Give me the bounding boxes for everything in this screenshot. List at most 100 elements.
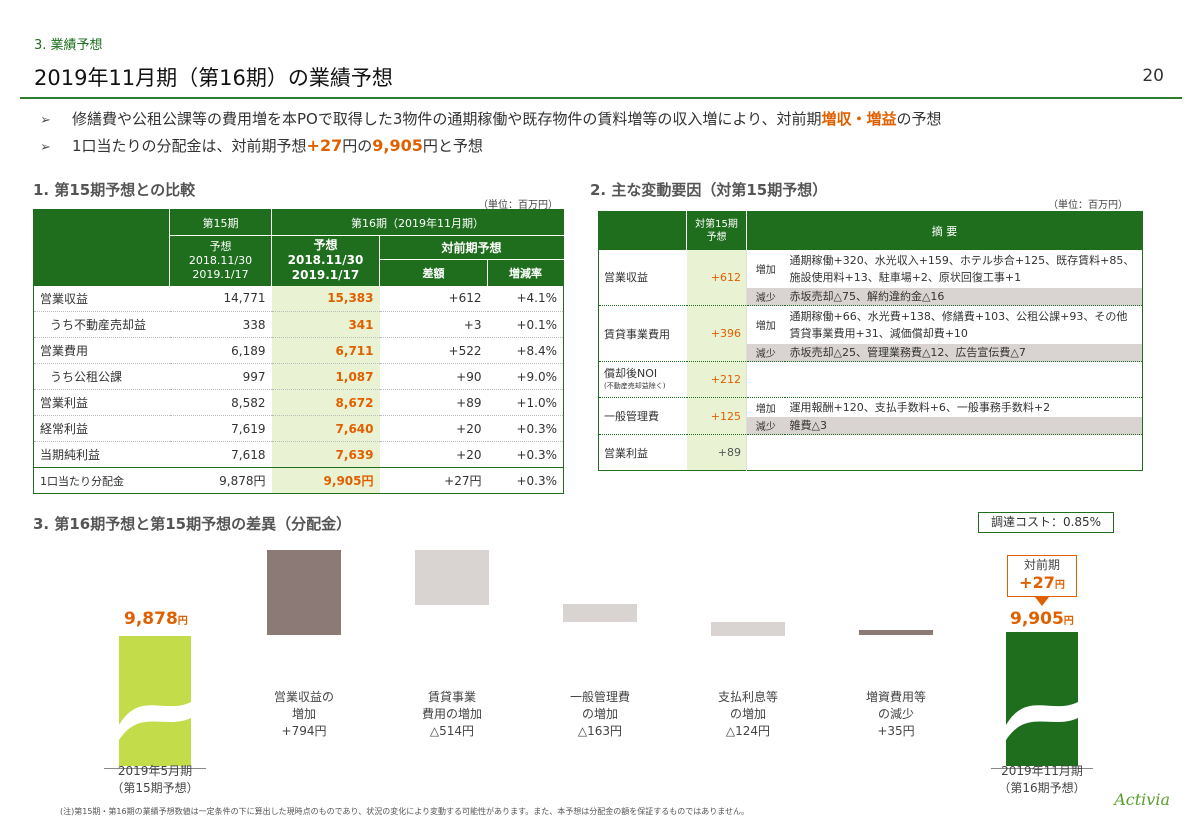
cell-p16: 15,383 [271, 285, 380, 312]
empty-text [784, 361, 1143, 398]
dpu-waterfall-chart [119, 550, 1078, 766]
decrease-tag: 減少 [746, 287, 785, 306]
step-label-line: の増加 [729, 707, 766, 721]
corner-cell [33, 209, 170, 286]
bullet-text: 円と予想 [422, 137, 483, 155]
table-row: 当期純利益 7,618 7,639 +20 +0.3% [33, 441, 564, 468]
table-row: 経常利益 7,619 7,640 +20 +0.3% [33, 415, 564, 442]
decrease-tag: 減少 [746, 343, 785, 362]
factor-subrow: 減少 雑費△3 [599, 416, 1143, 435]
cell-p15: 14,771 [169, 285, 272, 312]
row-label: 営業収益 [33, 285, 170, 312]
cell-p16: 6,711 [271, 337, 380, 364]
table-row: 営業利益 8,582 8,672 +89 +1.0% [33, 389, 564, 416]
callout-number: +27 [1019, 573, 1055, 592]
row-value: +89 [686, 434, 747, 471]
arrow-icon: ➢ [40, 140, 51, 155]
step-label-line: 支払利息等 [717, 690, 778, 704]
row-value: +212 [686, 361, 747, 398]
empty-tag [746, 434, 785, 471]
forecast-date: 2018.11/30 [188, 253, 253, 267]
cell-diff: +90 [379, 363, 488, 390]
factor-row: 賃貸事業費用 +396 増加 通期稼働+66、水光費+138、修繕費+103、公… [598, 305, 1143, 362]
row-value: +125 [686, 397, 747, 435]
section-label: 3. 業績予想 [34, 38, 103, 53]
cell-rate: +4.1% [487, 285, 564, 312]
row-label: 営業費用 [33, 337, 170, 364]
row-label: うち不動産売却益 [33, 311, 170, 338]
cell-rate: +8.4% [487, 337, 564, 364]
rate-head: 増減率 [487, 259, 564, 286]
increase-tag: 増加 [746, 249, 785, 288]
cell-p15: 7,618 [169, 441, 272, 468]
start-value-unit: 円 [177, 616, 188, 627]
row-label: 営業収益 [598, 249, 687, 306]
step-label-line: 一般管理費 [569, 690, 630, 704]
period-line: 2019年5月期 [117, 764, 193, 778]
cell-diff: +20 [379, 441, 488, 468]
forecast-date: 2018.11/30 [287, 253, 364, 268]
step-label-offering-cost: 増資費用等 の減少 +35円 [846, 689, 946, 740]
step-label-revenue: 営業収益の 増加 +794円 [254, 689, 354, 740]
decrease-text: 赤坂売却△25、管理業務費△12、広告宣伝費△7 [784, 343, 1143, 362]
bullet-1: ➢ 修繕費や公租公課等の費用増を本POで取得した3物件の通期稼働や既存物件の賃料増… [40, 108, 942, 129]
forecast-label: 予想 [209, 239, 232, 253]
table-row: うち公租公課 997 1,087 +90 +9.0% [33, 363, 564, 390]
arrow-icon: ➢ [40, 113, 51, 128]
callout-unit: 円 [1054, 580, 1065, 591]
row-label: うち公租公課 [33, 363, 170, 390]
start-bar [119, 636, 191, 766]
step-label-line: 営業収益の [273, 690, 334, 704]
row-label: 償却後NOI (不動産売却益除く) [598, 361, 687, 398]
section1-unit: （単位：百万円） [478, 200, 558, 211]
row-label: 営業利益 [604, 446, 648, 460]
page-number: 20 [1142, 66, 1164, 86]
factors-table: 対第15期予想 摘 要 営業収益 +612 増加 通期稼働+320、水光収入+1… [598, 211, 1143, 471]
cell-p16: 7,639 [271, 441, 380, 468]
row-label: 一般管理費 [598, 397, 687, 435]
step-bar-revenue [267, 550, 341, 635]
corner-cell [598, 211, 687, 250]
bullet-emphasis: +27 [306, 136, 343, 155]
cell-p16: 341 [271, 311, 380, 338]
cell-rate: +9.0% [487, 363, 564, 390]
factor-subrow: 減少 赤坂売却△25、管理業務費△12、広告宣伝費△7 [599, 343, 1143, 362]
step-label-line: 増加 [291, 707, 316, 721]
end-value-number: 9,905 [1010, 609, 1064, 629]
col-summary: 摘 要 [746, 211, 1143, 250]
step-label-line: の増加 [581, 707, 618, 721]
increase-tag: 増加 [746, 397, 785, 417]
row-label: 経常利益 [33, 415, 170, 442]
cell-diff: +27円 [379, 467, 488, 494]
forecast-label: 予想 [313, 238, 338, 253]
activia-logo: Activia [1114, 790, 1170, 809]
cell-rate: +0.3% [487, 441, 564, 468]
p15-forecast-head: 予想 2018.11/30 2019.1/17 [169, 235, 272, 286]
section2-title: 2. 主な変動要因（対第15期予想） [590, 181, 828, 199]
row-label: 営業利益 [33, 389, 170, 416]
bullet-text: 円の [342, 137, 373, 155]
cell-diff: +20 [379, 415, 488, 442]
row-label: 賃貸事業費用 [598, 305, 687, 362]
section2-unit: （単位：百万円） [1048, 200, 1128, 211]
step-label-interest: 支払利息等 の増加 △124円 [698, 689, 798, 740]
bullet-text: 修繕費や公租公課等の費用増を本POで取得した3物件の通期稼働や既存物件の賃料増等… [72, 110, 822, 128]
step-value: +35円 [877, 724, 915, 738]
start-baseline [104, 768, 206, 769]
start-period-label: 2019年5月期 （第15期予想） [95, 763, 215, 797]
increase-text: 通期稼働+320、水光収入+159、ホテル歩合+125、既存賃料+85、施設使用… [789, 253, 1135, 284]
step-value: △163円 [577, 724, 623, 738]
decrease-text: 赤坂売却△75、解約違約金△16 [784, 287, 1143, 306]
forecast-date: 2019.1/17 [291, 268, 360, 283]
step-label-line: の減少 [877, 707, 914, 721]
step-label-line: 費用の増加 [421, 707, 482, 721]
funding-cost-badge: 調達コスト：0.85% [978, 512, 1114, 533]
increase-tag: 増加 [746, 305, 785, 344]
vs-head: 対前期予想 [379, 235, 564, 260]
forecast-date: 2019.1/17 [192, 267, 249, 281]
decrease-text: 雑費△3 [784, 416, 1143, 435]
row-value: +612 [686, 249, 747, 306]
period-line: （第15期予想） [111, 781, 199, 795]
cell-p16: 7,640 [271, 415, 380, 442]
factor-subrow: 減少 赤坂売却△75、解約違約金△16 [599, 287, 1143, 306]
